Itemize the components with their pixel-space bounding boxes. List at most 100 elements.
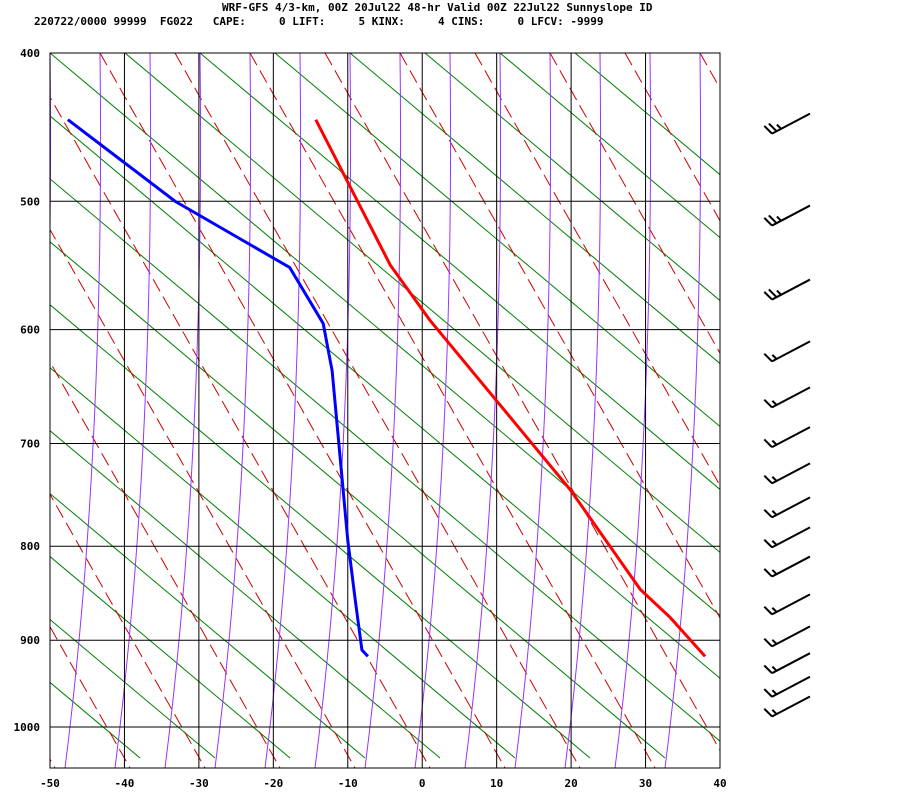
wind-barb xyxy=(763,652,811,675)
moist-adiabat-line xyxy=(64,53,102,768)
mixing-line xyxy=(274,53,720,428)
wind-barb-flag xyxy=(763,291,773,301)
wind-barb-flag xyxy=(763,568,773,578)
wind-barb xyxy=(763,386,811,409)
dry-adiabat-line xyxy=(324,53,720,752)
wind-barb-staff xyxy=(771,675,811,698)
wind-barb-staff xyxy=(771,386,811,409)
wind-barb xyxy=(763,593,811,616)
x-tick-label: -10 xyxy=(338,777,358,790)
wind-barb-flag xyxy=(771,476,778,482)
wind-barb xyxy=(763,675,811,698)
wind-barb-staff xyxy=(771,204,811,227)
dry-adiabat-line xyxy=(174,53,581,768)
wind-barb-flag xyxy=(763,638,773,648)
moist-adiabat-line xyxy=(50,53,52,259)
mixing-line xyxy=(124,53,720,554)
mixing-line xyxy=(199,53,720,491)
wind-barb xyxy=(763,426,811,449)
moist-adiabat-line xyxy=(364,53,402,768)
mixing-line xyxy=(50,53,720,616)
wind-barb-flag xyxy=(763,664,773,674)
wind-barb-flag xyxy=(771,510,778,516)
chart-title: WRF-GFS 4/3-km, 00Z 20Jul22 48-hr Valid … xyxy=(222,1,653,14)
wind-barb-flag xyxy=(771,689,778,696)
y-tick-label: 600 xyxy=(20,324,40,337)
x-tick-label: -40 xyxy=(115,777,135,790)
wind-barb-flag xyxy=(763,688,773,698)
wind-barb-flag xyxy=(763,438,773,448)
x-tick-label: 20 xyxy=(564,777,577,790)
dry-adiabat-line xyxy=(50,493,206,768)
wind-barb-flag xyxy=(771,569,778,575)
wind-barb-flag xyxy=(763,217,773,227)
wind-barb-staff xyxy=(771,112,811,135)
moist-adiabat-line xyxy=(114,53,152,768)
wind-barb xyxy=(763,555,811,578)
wind-barb-flag xyxy=(771,639,778,645)
y-tick-label: 900 xyxy=(20,634,40,647)
dry-adiabat-line xyxy=(850,53,900,768)
wind-barb-flag xyxy=(771,400,778,406)
moist-adiabat-line xyxy=(264,53,302,768)
dry-adiabat-line xyxy=(50,625,131,768)
dry-adiabat-line xyxy=(249,53,656,768)
wind-barb xyxy=(763,462,811,485)
wind-barb-staff xyxy=(771,496,811,519)
wind-barb-staff xyxy=(771,652,811,675)
wind-barb xyxy=(763,340,811,363)
wind-barb-flag xyxy=(763,538,773,549)
mixing-line xyxy=(50,618,216,759)
wind-barb-staff xyxy=(771,462,811,485)
moist-adiabat-line xyxy=(564,53,602,768)
wind-barb-flag xyxy=(763,474,773,485)
mixing-line xyxy=(50,115,720,679)
plot-frame xyxy=(49,52,721,769)
wind-barb-flag xyxy=(763,399,773,409)
dry-adiabat-line xyxy=(624,53,720,222)
mixing-line xyxy=(349,53,720,365)
wind-barb xyxy=(763,695,811,718)
wind-barb xyxy=(763,625,811,648)
y-tick-label: 1000 xyxy=(14,721,41,734)
wind-barb-staff xyxy=(771,625,811,648)
moist-adiabat-line xyxy=(614,53,652,768)
y-tick-label: 800 xyxy=(20,540,40,553)
wind-barb-flag xyxy=(763,605,773,616)
x-tick-label: 10 xyxy=(490,777,503,790)
wind-barb-flag xyxy=(763,508,773,519)
wind-barb-flag xyxy=(768,122,778,132)
moist-adiabat-line xyxy=(214,53,252,768)
mixing-line xyxy=(50,430,441,759)
mixing-line xyxy=(499,53,720,239)
dewpoint-profile-line xyxy=(66,118,369,658)
dry-adiabat-line xyxy=(50,228,356,768)
moist-adiabat-line xyxy=(514,53,552,768)
dry-adiabat-line xyxy=(699,53,720,90)
wind-barb-staff xyxy=(771,593,811,616)
wind-barb xyxy=(763,496,811,519)
wind-barb-flag xyxy=(776,215,782,222)
wind-barb-staff xyxy=(771,695,811,718)
wind-barb xyxy=(763,112,811,135)
wind-barb-flag xyxy=(763,708,773,718)
wind-barb-staff xyxy=(771,340,811,363)
mixing-line xyxy=(424,53,720,302)
wind-barb-flag xyxy=(771,540,778,546)
wind-barb-staff xyxy=(771,278,811,301)
moist-adiabat-line xyxy=(664,53,702,768)
wind-barb-flag xyxy=(776,123,782,130)
wind-barb-flag xyxy=(771,709,778,715)
wind-barb-flag xyxy=(771,439,778,446)
wind-barb-flag xyxy=(771,607,778,613)
moist-adiabat-line xyxy=(314,53,352,768)
mixing-line xyxy=(50,367,516,759)
dry-adiabat-line xyxy=(399,53,720,619)
dry-adiabat-line xyxy=(50,758,56,768)
x-tick-label: -50 xyxy=(40,777,60,790)
wind-barb xyxy=(763,204,811,227)
y-tick-label: 400 xyxy=(20,47,40,60)
x-tick-label: 30 xyxy=(639,777,652,790)
temperature-profile-line xyxy=(314,118,707,658)
